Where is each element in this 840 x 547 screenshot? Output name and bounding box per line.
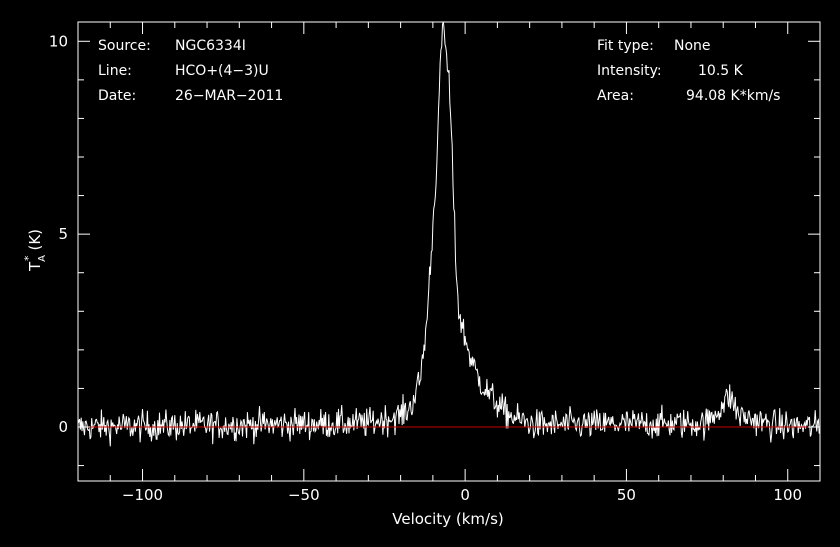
y-axis-label-unit: (K): [26, 229, 44, 251]
source-label: Source:: [98, 38, 151, 54]
plot-frame: [77, 21, 821, 482]
x-tick-label: 100: [773, 486, 802, 504]
date-label: Date:: [98, 88, 136, 104]
area-label: Area:: [597, 88, 634, 104]
x-tick-label: −100: [122, 486, 163, 504]
fit-type-label: Fit type:: [597, 38, 654, 54]
x-tick-labels: −100 −50 0 50 100: [122, 486, 802, 504]
y-axis-label-sup: *: [22, 255, 35, 261]
source-value: NGC6334I: [175, 38, 246, 54]
intensity-label: Intensity:: [597, 63, 662, 79]
y-axis-label-main: T: [26, 261, 44, 272]
spectrum-layer: [77, 21, 821, 447]
y-tick-label: 5: [58, 225, 68, 243]
info-right: Fit type: None Intensity: 10.5 K Area: 9…: [597, 38, 780, 104]
y-axis-label-sub: A: [37, 255, 48, 262]
line-value: HCO+(4−3)U: [175, 63, 269, 79]
x-tick-label: −50: [288, 486, 320, 504]
x-tick-label: 0: [460, 486, 470, 504]
y-tick-labels: 0 5 10: [49, 32, 68, 436]
y-tick-label: 0: [58, 418, 68, 436]
y-tick-label: 10: [49, 32, 68, 50]
axis-ticks: [77, 22, 821, 481]
fit-type-value: None: [674, 38, 711, 54]
line-label: Line:: [98, 63, 132, 79]
x-tick-label: 50: [617, 486, 636, 504]
spectrum-line: [77, 21, 821, 447]
x-axis-label: Velocity (km/s): [392, 510, 503, 528]
date-value: 26−MAR−2011: [175, 88, 283, 104]
intensity-value: 10.5 K: [698, 63, 744, 79]
area-value: 94.08 K*km/s: [686, 88, 780, 104]
y-axis-label: TA* (K): [22, 229, 48, 272]
svg-text:TA*(K): TA* (K): [22, 229, 48, 272]
info-left: Source: NGC6334I Line: HCO+(4−3)U Date: …: [98, 38, 283, 104]
